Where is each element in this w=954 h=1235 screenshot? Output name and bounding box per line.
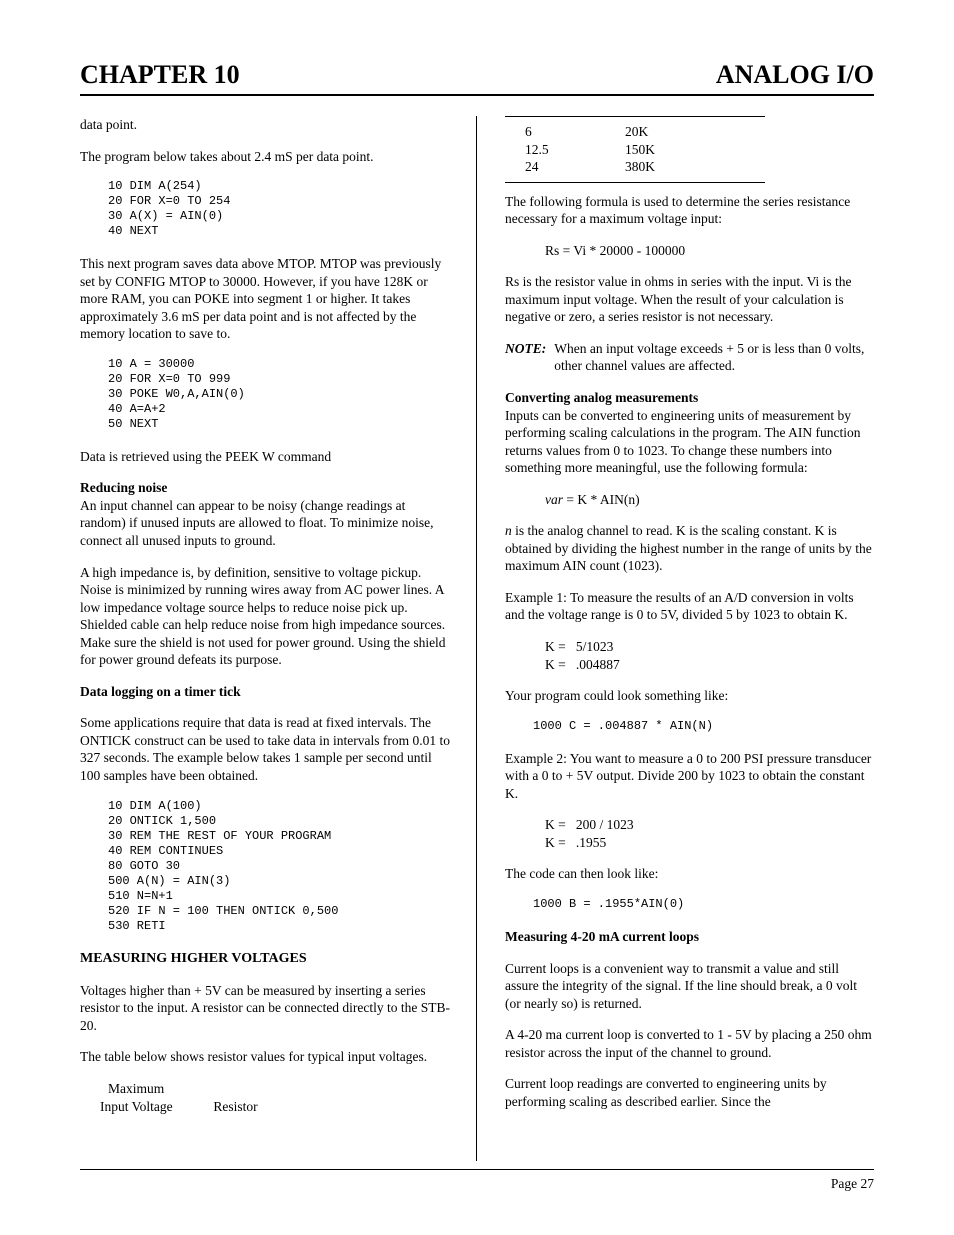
subhead: Data logging on a timer tick — [80, 684, 241, 699]
body-text: Inputs can be converted to engineering u… — [505, 407, 874, 477]
subhead: Reducing noise — [80, 480, 167, 495]
code-block: 10 DIM A(254) 20 FOR X=0 TO 254 30 A(X) … — [108, 179, 454, 239]
body-text: n is the analog channel to read. K is th… — [505, 522, 874, 575]
var-n: n — [505, 523, 512, 538]
body-text: The table below shows resistor values fo… — [80, 1048, 454, 1066]
body-text: Some applications require that data is r… — [80, 714, 454, 784]
subhead: Measuring 4-20 mA current loops — [505, 929, 699, 944]
subhead: Converting analog measurements — [505, 390, 698, 405]
body-text: A 4-20 ma current loop is converted to 1… — [505, 1026, 874, 1061]
body-text: An input channel can appear to be noisy … — [80, 497, 454, 550]
body-text: The following formula is used to determi… — [505, 193, 874, 228]
cell-resistor: 20K — [625, 123, 705, 141]
cell-resistor: 150K — [625, 141, 705, 159]
body-text: Current loop readings are converted to e… — [505, 1075, 874, 1110]
section-head: MEASURING HIGHER VOLTAGES — [80, 950, 454, 968]
table-row: 6 20K — [505, 123, 874, 141]
code-block: 10 DIM A(100) 20 ONTICK 1,500 30 REM THE… — [108, 799, 454, 934]
code-block: 10 A = 30000 20 FOR X=0 TO 999 30 POKE W… — [108, 357, 454, 432]
cell-resistor: 380K — [625, 158, 705, 176]
table-head-line1: Maximum — [100, 1080, 454, 1098]
body-text: Rs is the resistor value in ohms in seri… — [505, 273, 874, 326]
cell-voltage: 12.5 — [505, 141, 625, 159]
body-text: The code can then look like: — [505, 865, 874, 883]
resistor-table-header: Maximum Input Voltage Resistor — [100, 1080, 454, 1115]
page-header: CHAPTER 10 ANALOG I/O — [80, 60, 874, 96]
body-text: Example 2: You want to measure a 0 to 20… — [505, 750, 874, 803]
table-head-col1: Input Voltage — [100, 1098, 210, 1116]
note: NOTE: When an input voltage exceeds + 5 … — [505, 340, 874, 375]
body-text: Voltages higher than + 5V can be measure… — [80, 982, 454, 1035]
formula-rest: = K * AIN(n) — [563, 492, 640, 507]
body-text: data point. — [80, 116, 454, 134]
body-text: The program below takes about 2.4 mS per… — [80, 148, 454, 166]
code-block: 1000 C = .004887 * AIN(N) — [533, 719, 874, 734]
code-block: 1000 B = .1955*AIN(0) — [533, 897, 874, 912]
cell-voltage: 24 — [505, 158, 625, 176]
body-text: Example 1: To measure the results of an … — [505, 589, 874, 624]
page-number: Page 27 — [831, 1176, 874, 1191]
right-column: 6 20K 12.5 150K 24 380K The following fo… — [477, 116, 874, 1161]
body-text-cont: is the analog channel to read. K is the … — [505, 523, 872, 573]
body-text: Data is retrieved using the PEEK W comma… — [80, 448, 454, 466]
body-text: This next program saves data above MTOP.… — [80, 255, 454, 343]
formula: var = K * AIN(n) — [545, 491, 874, 509]
header-title: ANALOG I/O — [716, 60, 874, 90]
table-rule-top — [505, 116, 765, 117]
resistor-table-body: 6 20K 12.5 150K 24 380K — [505, 123, 874, 176]
formula: K = 200 / 1023 K = .1955 — [545, 816, 874, 851]
left-column: data point. The program below takes abou… — [80, 116, 477, 1161]
cell-voltage: 6 — [505, 123, 625, 141]
chapter-label: CHAPTER 10 — [80, 60, 240, 90]
formula: K = 5/1023 K = .004887 — [545, 638, 874, 673]
table-row: 12.5 150K — [505, 141, 874, 159]
table-head-col2: Resistor — [213, 1099, 257, 1114]
formula-var: var — [545, 492, 563, 507]
table-row: 24 380K — [505, 158, 874, 176]
body-text: A high impedance is, by definition, sens… — [80, 564, 454, 669]
body-text: Current loops is a convenient way to tra… — [505, 960, 874, 1013]
note-label: NOTE: — [505, 340, 554, 375]
body-text: Your program could look something like: — [505, 687, 874, 705]
content-columns: data point. The program below takes abou… — [80, 116, 874, 1161]
note-text: When an input voltage exceeds + 5 or is … — [554, 340, 874, 375]
table-rule-bottom — [505, 182, 765, 183]
page-footer: Page 27 — [80, 1169, 874, 1192]
formula: Rs = Vi * 20000 - 100000 — [545, 242, 874, 260]
